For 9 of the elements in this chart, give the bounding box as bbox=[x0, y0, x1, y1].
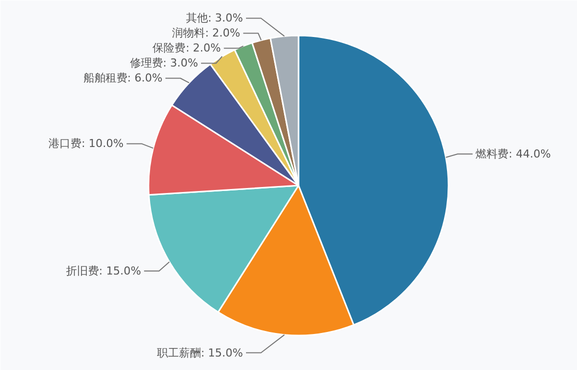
slice-label: 船舶租费: 6.0% bbox=[83, 72, 162, 85]
slice-label: 润物料: 2.0% bbox=[172, 26, 240, 40]
slice-label: 职工薪酬: 15.0% bbox=[156, 346, 244, 360]
slice-label: 其他: 3.0% bbox=[186, 12, 244, 25]
slice-label: 保险费: 2.0% bbox=[152, 42, 221, 55]
slice-label: 折旧费: 15.0% bbox=[66, 264, 142, 278]
slice-label: 修理费: 3.0% bbox=[130, 56, 198, 70]
slice-label: 燃料费: 44.0% bbox=[476, 148, 551, 161]
slice-label: 港口费: 10.0% bbox=[48, 137, 124, 150]
